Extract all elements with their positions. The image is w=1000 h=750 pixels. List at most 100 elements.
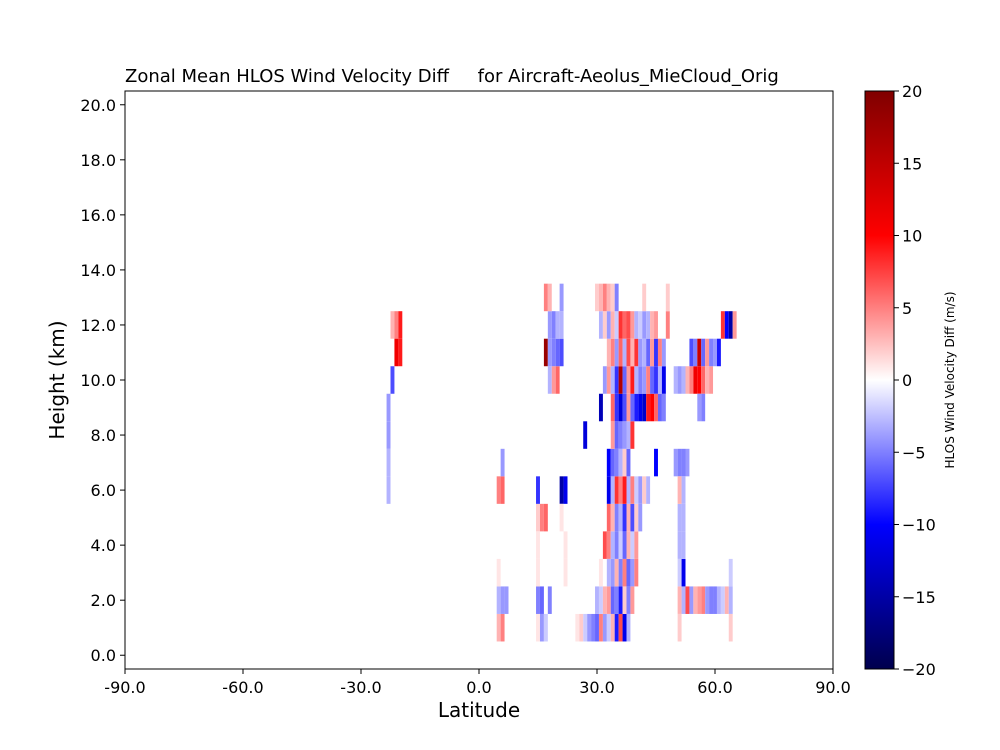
y-axis: 0.0 2.0 4.0 6.0 8.0 10.0 12.0 14.0 16.0 18.0 20.0 (80, 96, 125, 665)
heatmap-cell (496, 476, 501, 504)
heatmap-cell (606, 558, 611, 587)
heatmap-cell (386, 421, 391, 449)
heatmap-cell (602, 531, 607, 559)
heatmap-cell (701, 366, 706, 394)
heatmap-cell (602, 283, 607, 312)
heatmap-cell (634, 338, 639, 367)
heatmap-cell (614, 311, 619, 339)
heatmap-cell (618, 503, 623, 532)
heatmap-cell (555, 338, 560, 367)
heatmap-cell (543, 613, 548, 642)
colorbar-tick-label: 10 (902, 227, 922, 246)
heatmap-cell (390, 311, 395, 339)
heatmap-cell (394, 311, 399, 339)
heatmap-cell (689, 338, 694, 367)
heatmap-cell (693, 338, 698, 367)
heatmap-cell (677, 558, 682, 587)
heatmap-cell (693, 586, 698, 614)
heatmap-cell (500, 613, 505, 642)
heatmap-cell (602, 366, 607, 394)
heatmap-cell (614, 558, 619, 587)
heatmap-cell (673, 448, 678, 477)
heatmap-cell (618, 476, 623, 504)
heatmap-cell (547, 366, 552, 394)
heatmap-cell (587, 613, 592, 642)
heatmap-cell (618, 311, 623, 339)
heatmap-cell (657, 366, 662, 394)
y-tick-label: 10.0 (80, 371, 116, 390)
colorbar-tick-label: 5 (902, 299, 912, 318)
heatmap-cell (709, 586, 714, 614)
heatmap-cell (634, 476, 639, 504)
heatmap-cell (583, 613, 588, 642)
colorbar (864, 90, 895, 670)
heatmap-cell (622, 393, 627, 422)
heatmap-cell (634, 393, 639, 422)
heatmap-cell (626, 393, 631, 422)
heatmap-cell (685, 586, 690, 614)
x-axis: -90.0 -60.0 -30.0 0.0 30.0 60.0 90.0 (104, 669, 851, 697)
heatmap-cell (555, 366, 560, 394)
heatmap-cell (642, 366, 647, 394)
heatmap-cell (602, 586, 607, 614)
heatmap-cell (728, 558, 733, 587)
heatmap-cell (677, 613, 682, 642)
heatmap-cell (496, 558, 501, 587)
heatmap-cell (626, 448, 631, 477)
heatmap-cell (606, 366, 611, 394)
colorbar-tick-label: −5 (902, 443, 926, 462)
heatmap-cell (610, 338, 615, 367)
heatmap-cell (697, 366, 702, 394)
heatmap-cell (606, 311, 611, 339)
heatmap-cell (646, 366, 651, 394)
heatmap-cell (720, 586, 725, 614)
heatmap-cell (610, 531, 615, 559)
heatmap-cell (595, 613, 599, 642)
heatmap-cell (539, 613, 544, 642)
heatmap-cell (630, 558, 635, 587)
heatmap-cell (661, 366, 666, 394)
heatmap-cell (555, 311, 560, 339)
heatmap-cell (630, 503, 635, 532)
heatmap-cell (685, 448, 690, 477)
heatmap-cell (630, 366, 635, 394)
heatmap-cell (622, 531, 627, 559)
heatmap-cell (681, 476, 686, 504)
heatmap-cell (543, 338, 548, 367)
y-tick-label: 16.0 (80, 206, 116, 225)
y-tick-label: 12.0 (80, 316, 116, 335)
heatmap-cell (618, 448, 623, 477)
heatmap-cell (559, 283, 564, 312)
heatmap-cell (398, 338, 403, 367)
heatmap-cell (634, 311, 639, 339)
heatmap-cell (642, 283, 647, 312)
heatmap-cell (622, 338, 627, 367)
heatmap-cell (547, 283, 552, 312)
heatmap-cell (622, 311, 627, 339)
heatmap-cell (697, 338, 702, 367)
heatmap-cell (622, 448, 627, 477)
heatmap-cell (386, 476, 391, 504)
heatmap-cell (626, 613, 631, 642)
heatmap-cell (709, 366, 714, 394)
heatmap-cell (716, 586, 721, 614)
heatmap-cell (630, 393, 635, 422)
heatmap-cell (543, 503, 548, 532)
heatmap-cell (610, 586, 615, 614)
heatmap-cell (622, 503, 627, 532)
heatmap-cell (539, 503, 544, 532)
heatmap-cell (685, 366, 690, 394)
heatmap-cell (634, 503, 639, 532)
heatmap-cell (539, 586, 544, 614)
heatmap-cell (575, 613, 580, 642)
colorbar-tick-label: 15 (902, 154, 922, 173)
y-tick-label: 2.0 (91, 591, 116, 610)
heatmap-cell (563, 531, 568, 559)
heatmap-cell (646, 393, 651, 422)
heatmap-cell (496, 586, 501, 614)
heatmap-cell (559, 338, 564, 367)
heatmap-cell (551, 338, 556, 367)
heatmap-cell (610, 283, 615, 312)
heatmap-cell (606, 476, 611, 504)
